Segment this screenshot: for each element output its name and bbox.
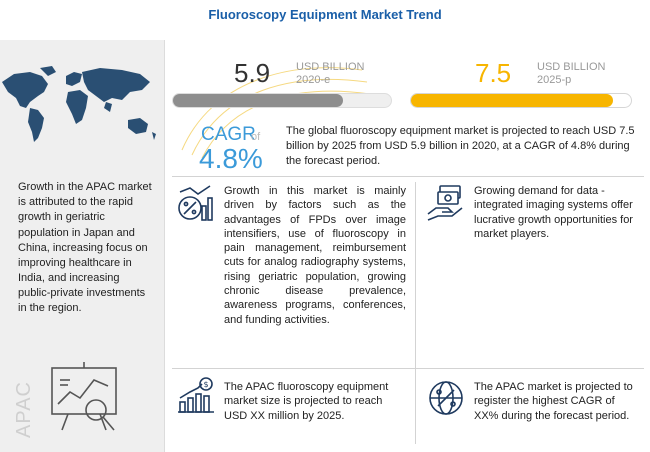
unit-label-2020: USD BILLION 2020-e <box>296 61 365 87</box>
progress-bar-2020 <box>172 93 392 108</box>
page-title: Fluoroscopy Equipment Market Trend <box>208 7 442 22</box>
apac-vertical-label: APAC <box>12 380 35 438</box>
market-value-2020: 5.9 <box>234 58 271 88</box>
money-in-hand-icon <box>427 185 463 221</box>
dollar-bar-chart-icon: $ <box>178 377 214 413</box>
market-summary: The global fluoroscopy equipment market … <box>286 125 635 167</box>
cagr-of: of <box>251 131 261 143</box>
opportunity-text: Growing demand for data - integrated ima… <box>474 185 633 240</box>
market-value-2025: 7.5 <box>475 58 512 88</box>
divider <box>172 176 644 177</box>
divider <box>172 368 644 369</box>
drivers-text: Growth in this market is mainly driven b… <box>224 185 406 326</box>
apac-growth-text: Growth in the APAC market is attributed … <box>18 181 152 315</box>
apac-size-text: The APAC fluoroscopy equipment market si… <box>224 381 389 422</box>
svg-text:$: $ <box>203 380 208 389</box>
analytics-board-icon <box>51 362 117 431</box>
unit-label-2025: USD BILLION 2025-p <box>537 61 606 87</box>
world-map <box>2 66 156 142</box>
progress-bar-2025 <box>410 93 632 108</box>
apac-panel: Growth in the APAC market is attributed … <box>0 40 165 452</box>
percent-chart-icon <box>178 185 213 221</box>
divider <box>415 182 416 444</box>
cagr-value: 4.8% <box>199 143 263 174</box>
globe-percent-icon <box>429 381 463 415</box>
apac-cagr-text: The APAC market is projected to register… <box>474 381 633 422</box>
cagr-label: CAGR <box>201 124 256 145</box>
